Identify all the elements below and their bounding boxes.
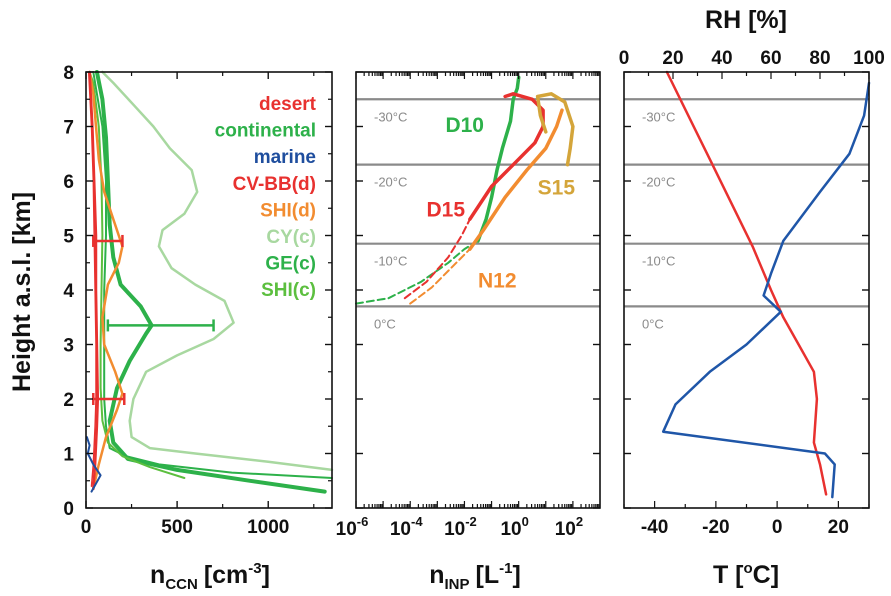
- legend-shi-c: SHI(c): [261, 280, 316, 301]
- inp-ticks: 10-6 10-4 10-2 100 102: [336, 71, 600, 540]
- met-xtick-label-0: 0: [772, 517, 783, 538]
- inp-series-d10: [476, 75, 521, 243]
- inp-series-d10-ext: [355, 239, 479, 305]
- inp-annotation-d10: D10: [445, 114, 484, 137]
- panel-inp: 0°C -10°C -20°C -30°C 10-6 10-4 10-2 100 102 D1…: [336, 71, 601, 593]
- ccn-xtick-label-1000: 1000: [247, 517, 289, 538]
- panel-met: 0°C -10°C -20°C -30°C -40 -20 0 20 0 20 40 60 80 100…: [619, 6, 885, 589]
- met-ticks: -40 -20 0 20 0 20 40 60 80 100: [619, 48, 885, 538]
- met-isotherm-label: -20°C: [642, 175, 675, 190]
- ccn-ytick-label-1: 1: [63, 445, 74, 466]
- ccn-xtick-label-0: 0: [81, 517, 92, 538]
- met-isotherm-label: -10°C: [642, 254, 675, 269]
- panel-ccn: 0 1 2 3 4 5 6 7 8 0 500 1000 desert continental marin…: [63, 63, 334, 593]
- met-isotherm-label: 0°C: [642, 316, 664, 331]
- legend-marine: marine: [254, 147, 316, 168]
- inp-annotation-s15: S15: [538, 177, 576, 200]
- ccn-series-desert: [87, 71, 97, 487]
- inp-xtick-label: 10-4: [390, 514, 423, 540]
- ccn-xtick-label-500: 500: [161, 517, 193, 538]
- inp-xtick-label: 10-2: [444, 514, 477, 540]
- inp-isotherm-label: 0°C: [374, 316, 396, 331]
- met-series-rh: [661, 81, 871, 499]
- met-x2tick-label-60: 60: [760, 48, 781, 69]
- inp-annotation-d15: D15: [426, 198, 465, 221]
- ccn-ytick-label-0: 0: [63, 499, 74, 520]
- legend-shi-d: SHI(d): [260, 200, 316, 221]
- met-xtick-label--40: -40: [641, 517, 668, 538]
- legend-desert: desert: [259, 94, 317, 115]
- ccn-ytick-label-2: 2: [63, 390, 74, 411]
- inp-series-group: [355, 75, 575, 305]
- ccn-ytick-label-4: 4: [63, 281, 74, 302]
- ccn-ticks: 0 1 2 3 4 5 6 7 8 0 500 1000: [63, 63, 332, 538]
- met-x-axis-label: T [oC]: [713, 560, 779, 589]
- ccn-ytick-label-3: 3: [63, 336, 74, 357]
- inp-annotation-n12: N12: [478, 269, 517, 292]
- inp-isotherm-label: -20°C: [374, 175, 407, 190]
- inp-series-s15: [535, 92, 575, 167]
- inp-xtick-label: 102: [555, 514, 583, 540]
- inp-isotherm-label: -10°C: [374, 254, 407, 269]
- ccn-series-continental: [92, 71, 333, 479]
- legend-continental: continental: [215, 121, 316, 142]
- inp-series-d15-ext: [403, 218, 471, 300]
- legend-ge-c: GE(c): [265, 254, 316, 275]
- ccn-ytick-label-5: 5: [63, 227, 74, 248]
- inp-series-n12-ext: [409, 248, 471, 305]
- ccn-series-cv-bb-d: [88, 70, 100, 491]
- inp-x-axis-label: nINP [L-1]: [429, 560, 521, 593]
- met-isotherm-label: -30°C: [642, 109, 675, 124]
- ccn-ytick-label-6: 6: [63, 172, 74, 193]
- met-isotherms: 0°C -10°C -20°C -30°C: [624, 98, 869, 331]
- ccn-legend: desert continental marine CV-BB(d) SHI(d) CY(…: [215, 94, 317, 301]
- met-x2tick-label-0: 0: [619, 48, 630, 69]
- legend-cv-bb-d: CV-BB(d): [233, 174, 316, 195]
- ccn-x-axis-label: nCCN [cm-3]: [150, 560, 270, 593]
- met-xtick-label--20: -20: [702, 517, 729, 538]
- met-x2tick-label-40: 40: [711, 48, 732, 69]
- ccn-series-shi-d: [88, 70, 124, 491]
- inp-series-d15: [468, 92, 545, 221]
- inp-annotations: D10 D15 S15 N12: [426, 114, 575, 292]
- inp-series-n12: [468, 108, 564, 251]
- inp-xtick-label: 10-6: [336, 514, 369, 540]
- met-xtick-label-20: 20: [828, 517, 849, 538]
- met-x2tick-label-80: 80: [809, 48, 830, 69]
- met-x2tick-label-100: 100: [853, 48, 885, 69]
- ccn-ytick-label-7: 7: [63, 118, 74, 139]
- ccn-series-cy-c: [101, 70, 334, 472]
- ccn-series-shi-c: [88, 71, 186, 479]
- y-axis-label: Height a.s.l. [km]: [8, 192, 36, 392]
- ccn-series-group: [85, 70, 334, 494]
- ccn-errorbars: [92, 234, 215, 405]
- met-series-t: [665, 70, 828, 496]
- met-top-axis-label: RH [%]: [705, 6, 787, 34]
- legend-cy-c: CY(c): [266, 227, 316, 248]
- ccn-ytick-label-8: 8: [63, 63, 74, 84]
- inp-xtick-label: 100: [500, 514, 528, 540]
- ccn-series-marine: [85, 436, 102, 493]
- inp-isotherm-label: -30°C: [374, 109, 407, 124]
- met-x2tick-label-20: 20: [662, 48, 683, 69]
- met-series-group: [661, 70, 871, 499]
